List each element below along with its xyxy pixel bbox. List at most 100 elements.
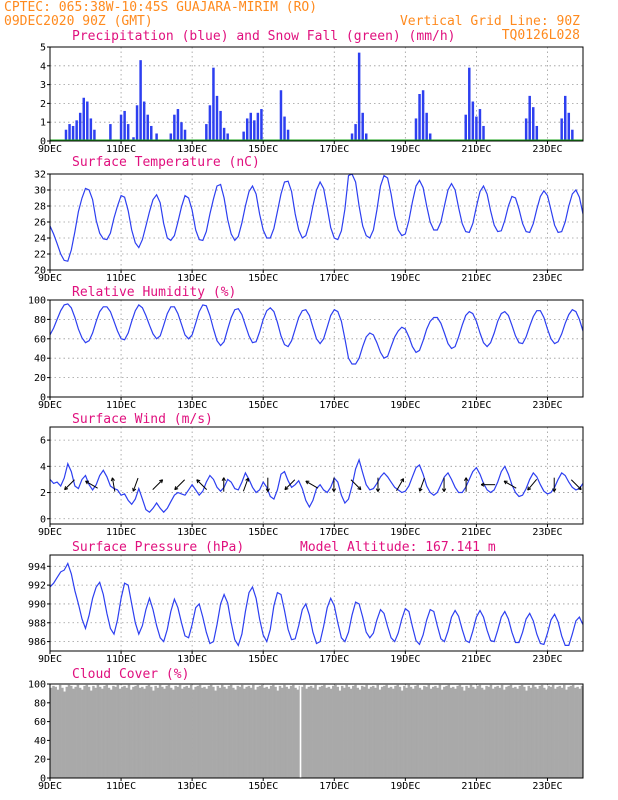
cloud-bar (336, 686, 340, 778)
precip-bar (212, 67, 215, 141)
cloud-bar (243, 688, 246, 778)
cloud-bar (529, 687, 533, 778)
wind-arrow-head (579, 486, 582, 490)
cloud-bar (201, 687, 204, 778)
precip-bar (89, 118, 93, 141)
precip-ytick-label: 0 (40, 137, 46, 148)
pressure-ytick-label: 994 (28, 562, 46, 573)
pressure-xtick-label: 17DEC (319, 654, 349, 665)
temperature-xtick-label: 17DEC (319, 273, 349, 284)
cloud-bar (109, 689, 113, 778)
cloud-bar (354, 684, 357, 778)
wind-arrow-head (553, 488, 557, 492)
cloud-bar (338, 690, 342, 778)
temperature-panel: 20 22 24 26 28 30 32 9DEC 11DEC 13DEC 15DEC 17DEC 19… (34, 170, 584, 284)
cloud-bar (536, 688, 539, 778)
cloud-bar (483, 689, 486, 778)
cloud-bar (352, 685, 355, 778)
cloud-bar (323, 684, 326, 778)
precip-panel: 0 1 2 3 4 5 9DEC 11DEC 13DEC 15DEC 17DEC 19DEC 21DEC… (38, 43, 616, 155)
humidity-xtick-label: 13DEC (177, 400, 207, 411)
cloud-bar (58, 684, 62, 778)
cloud-bar (278, 685, 282, 778)
cloud-bar (303, 684, 306, 778)
precip-bar (478, 109, 482, 141)
cloud-bar (434, 685, 437, 778)
precip-bar (471, 101, 475, 141)
cloud-bar (287, 688, 291, 778)
cloud-bar (192, 689, 195, 778)
cloud-bar (85, 684, 89, 778)
cloud-bar (238, 686, 242, 778)
humidity-panel-title: Relative Humidity (%) (72, 285, 236, 300)
cloud-bar (500, 684, 504, 778)
precip-bar (169, 133, 173, 141)
cloud-bar (209, 684, 213, 778)
precip-bar (109, 124, 112, 141)
cloud-bar (511, 687, 515, 778)
cloud-bar (474, 688, 477, 778)
cloud-bar (189, 684, 193, 778)
wind-arrow-head (267, 488, 270, 492)
precip-xtick-label: 15DEC (248, 144, 278, 155)
precip-xtick-label: 21DEC (461, 144, 491, 155)
cloud-bar (240, 684, 244, 778)
precip-bar (532, 107, 535, 141)
cloud-bar (509, 684, 513, 778)
cloud-bar (154, 685, 157, 778)
cloud-bar (463, 690, 466, 778)
temperature-ytick-label: 28 (34, 202, 46, 213)
cloud-bar (567, 686, 570, 778)
cloud-bar (103, 685, 106, 778)
cloud-bar (503, 689, 506, 778)
precip-bar (361, 112, 364, 141)
cloud-bar (549, 686, 553, 778)
cloud-bar (516, 688, 519, 778)
precip-bar (614, 49, 616, 141)
precip-bar (132, 137, 135, 141)
cloud-bar (149, 686, 153, 778)
cloud-bar (358, 689, 362, 778)
precip-bar (286, 129, 290, 141)
cloud-bar (507, 685, 511, 778)
precip-bar (418, 94, 421, 141)
cloud-bar (267, 688, 271, 778)
cloud-bar (174, 685, 177, 778)
wind-arrow-head (400, 478, 404, 481)
cloud-bar (571, 684, 575, 778)
wind-arrow (570, 479, 582, 490)
cloud-bar (560, 687, 564, 778)
cloud-bar (285, 686, 288, 778)
cloud-bar (518, 685, 522, 778)
precip-bar (119, 114, 123, 141)
cloud-bar (494, 686, 497, 778)
cloud-bar (265, 686, 268, 778)
cloud-bar (198, 684, 202, 778)
cloud-bar (327, 686, 331, 778)
cloud-bar (101, 688, 104, 778)
humidity-xtick-label: 19DEC (390, 400, 420, 411)
cloud-bar (387, 687, 391, 778)
humidity-ytick-label: 20 (34, 373, 46, 384)
cloud-bar (69, 685, 73, 778)
wind-arrow-head (221, 477, 225, 481)
temperature-frame (49, 173, 584, 271)
wind-arrow-head (174, 488, 179, 491)
cloud-bar (223, 686, 226, 778)
cloud-bar (491, 688, 495, 778)
cloud-bar (332, 685, 335, 778)
cloud-bar (534, 686, 537, 778)
cloud-xtick-label: 13DEC (177, 781, 207, 792)
cloud-bar (203, 686, 206, 778)
cloud-bar (514, 686, 517, 778)
precip-bar (253, 120, 256, 141)
cloud-bar (496, 685, 499, 778)
precip-bar (571, 129, 574, 141)
cloud-bar (440, 689, 444, 778)
cloud-bar (207, 685, 211, 778)
cloud-bar (163, 688, 166, 778)
cloud-bar (523, 686, 526, 778)
precip-bar (260, 109, 263, 141)
precip-xtick-label: 17DEC (319, 144, 349, 155)
wind-arrow-head (359, 486, 362, 490)
